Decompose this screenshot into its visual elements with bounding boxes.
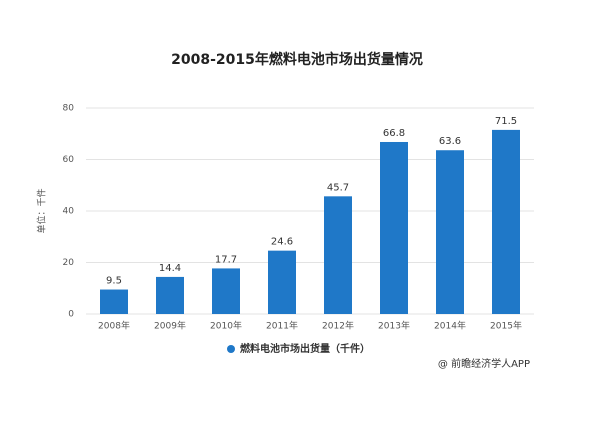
y-tick-label: 80 [63,104,75,114]
bar [212,268,240,314]
x-tick-label: 2014年 [434,320,466,332]
legend-label: 燃料电池市场出货量（千件） [240,342,370,355]
bar [380,141,408,314]
value-label: 24.6 [271,237,293,248]
x-tick-label: 2011年 [266,320,298,332]
x-tick-label: 2012年 [322,320,354,332]
y-tick-label: 20 [63,258,75,268]
bar [156,276,184,314]
y-tick-label: 60 [63,155,75,165]
bar [324,196,352,314]
x-tick-label: 2009年 [154,320,186,332]
x-tick-label: 2013年 [378,320,410,332]
legend-marker [227,345,235,353]
value-label: 14.4 [159,263,181,274]
x-tick-label: 2008年 [98,320,130,332]
value-label: 66.8 [383,128,405,139]
value-label: 63.6 [439,136,461,147]
y-tick-label: 0 [68,310,74,320]
value-label: 71.5 [495,116,517,127]
bar [100,289,128,314]
chart-title: 2008-2015年燃料电池市场出货量情况 [171,51,423,68]
y-tick-label: 40 [63,207,75,217]
bar [492,129,520,314]
source: @ 前瞻经济学人APP [438,357,530,370]
y-axis-label: 单位：千件 [36,188,48,233]
value-label: 9.5 [106,276,122,287]
value-label: 45.7 [327,182,349,193]
x-tick-label: 2010年 [210,320,242,332]
bar [268,250,296,314]
x-tick-label: 2015年 [490,320,522,332]
value-label: 17.7 [215,254,237,265]
bar [436,150,464,314]
